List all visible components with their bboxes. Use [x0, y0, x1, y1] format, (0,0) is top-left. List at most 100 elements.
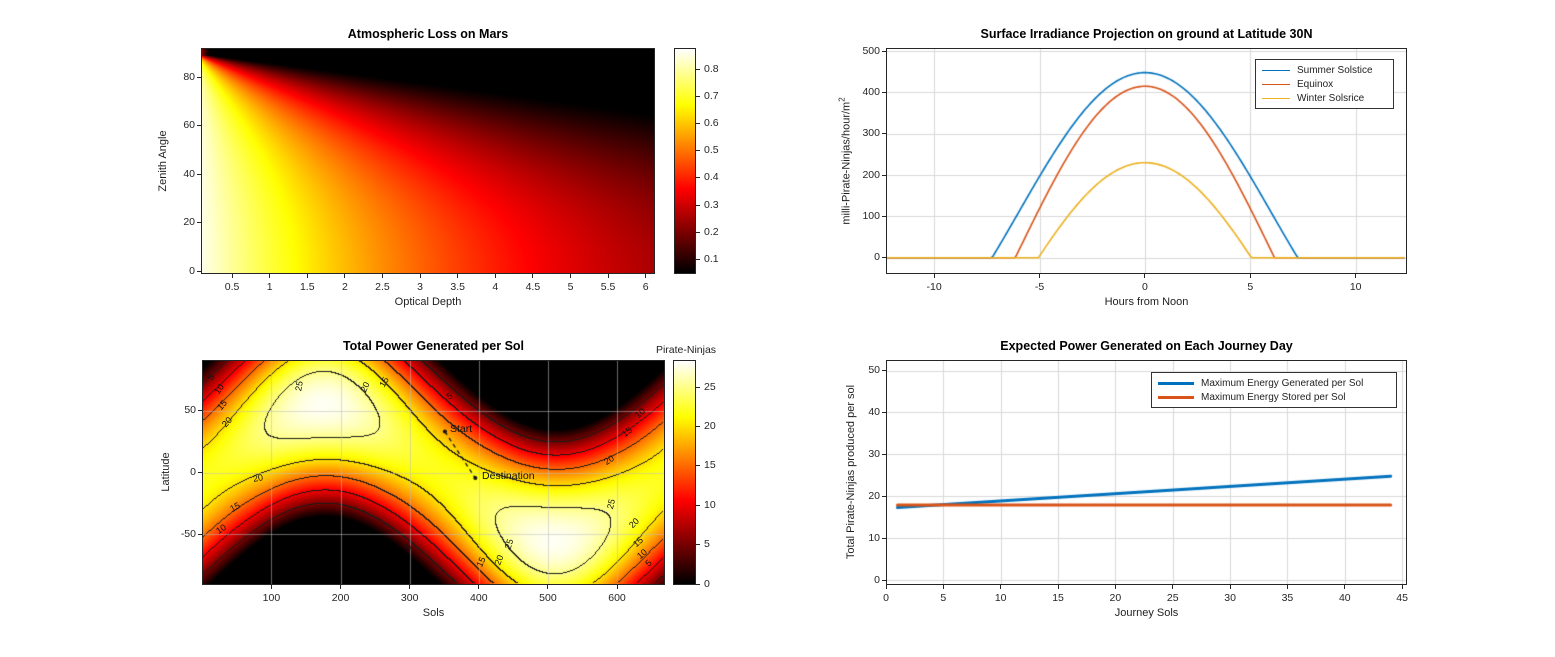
x-tick-label: 45 [1396, 592, 1408, 604]
y-tick-label: 20 [868, 489, 880, 502]
colorbar-tick-label: 0.1 [704, 252, 719, 265]
contour-level-label: 25 [604, 497, 617, 510]
legend-label-summer: Summer Solstice [1297, 64, 1373, 76]
atmospheric-loss-colorbar-gradient [675, 49, 695, 273]
destination-annotation: Destination [482, 470, 535, 482]
x-tick-mark [1249, 274, 1251, 278]
x-tick-mark [1286, 585, 1288, 589]
atmospheric-loss-ylabel: Zenith Angle [157, 130, 169, 192]
colorbar-tick-mark [696, 425, 700, 427]
x-tick-mark [269, 274, 271, 278]
total-power-xlabel: Sols [422, 607, 445, 619]
x-tick-label: 200 [331, 592, 350, 604]
x-tick-mark [933, 274, 935, 278]
x-tick-mark [231, 274, 233, 278]
colorbar-tick-mark [696, 68, 700, 70]
journey-legend[interactable]: Maximum Energy Generated per Sol Maximum… [1151, 372, 1397, 408]
legend-entry-summer: Summer Solstice [1262, 63, 1387, 77]
y-tick-label: 400 [862, 85, 880, 98]
y-tick-label: 300 [862, 127, 880, 140]
x-tick-label: 4 [492, 281, 499, 293]
journey-xlabel: Journey Sols [1114, 607, 1179, 619]
y-tick-label: 0 [190, 466, 196, 478]
y-tick-mark [882, 411, 886, 413]
total-power-contour[interactable] [203, 361, 664, 584]
legend-label-equinox: Equinox [1297, 78, 1334, 90]
x-tick-label: 30 [1224, 592, 1236, 604]
y-tick-mark [882, 453, 886, 455]
y-tick-label: 60 [183, 119, 195, 132]
contour-level-label: 25 [292, 380, 305, 393]
colorbar-tick-label: 0.6 [704, 117, 719, 130]
colorbar-tick-mark [696, 504, 700, 506]
atmospheric-loss-title: Atmospheric Loss on Mars [347, 27, 509, 41]
y-tick-label: 30 [868, 447, 880, 460]
legend-entry-winter: Winter Solsrice [1262, 91, 1387, 105]
y-tick-mark [882, 133, 886, 135]
irradiance-ylabel-sup: 2 [837, 97, 847, 102]
colorbar-tick-label: 0.8 [704, 62, 719, 75]
y-tick-label: 40 [868, 405, 880, 418]
x-tick-label: 3.5 [450, 281, 465, 293]
x-tick-label: 400 [470, 592, 488, 604]
irradiance-legend[interactable]: Summer Solstice Equinox Winter Solsrice [1255, 59, 1394, 109]
y-tick-mark [882, 537, 886, 539]
x-tick-label: 15 [1052, 592, 1064, 604]
colorbar-tick-label: 0.2 [704, 225, 719, 238]
x-tick-mark [1039, 274, 1040, 278]
x-tick-label: 10 [994, 592, 1007, 604]
colorbar-tick-mark [696, 231, 700, 233]
colorbar-tick-mark [696, 96, 700, 97]
y-tick-mark [198, 472, 202, 473]
x-tick-mark [344, 274, 346, 278]
legend-label-generated: Maximum Energy Generated per Sol [1201, 377, 1364, 389]
colorbar-tick-label: 15 [704, 459, 716, 472]
x-tick-label: -10 [926, 281, 942, 293]
x-tick-label: 1 [266, 281, 273, 293]
atmospheric-loss-xlabel: Optical Depth [394, 296, 462, 308]
x-tick-mark [306, 274, 308, 278]
y-tick-mark [882, 50, 886, 52]
legend-entry-generated: Maximum Energy Generated per Sol [1158, 376, 1390, 390]
y-tick-label: 200 [862, 168, 880, 181]
colorbar-tick-label: 0.3 [704, 198, 719, 211]
y-tick-mark [882, 579, 886, 581]
journey-title: Expected Power Generated on Each Journey… [1000, 339, 1293, 353]
contour-level-label: 20 [252, 471, 264, 484]
y-tick-label: 50 [868, 364, 880, 377]
x-tick-label: 35 [1281, 592, 1294, 604]
y-tick-mark [882, 174, 886, 176]
x-tick-label: 40 [1338, 592, 1351, 604]
y-tick-label: 0 [874, 251, 880, 264]
total-power-title: Total Power Generated per Sol [342, 339, 525, 353]
x-tick-label: 2.5 [375, 281, 390, 293]
x-tick-mark [942, 585, 944, 589]
irradiance-ylabel-base: milli-Pirate-Ninjas/hour/m [840, 101, 853, 225]
colorbar-tick-mark [696, 204, 700, 206]
colorbar-tick-label: 0.7 [704, 90, 719, 102]
x-tick-label: 10 [1349, 281, 1362, 293]
x-tick-label: 100 [262, 592, 281, 604]
y-tick-label: -50 [180, 527, 196, 540]
x-tick-mark [616, 585, 618, 589]
atmospheric-loss-axes [201, 48, 655, 274]
irradiance-ylabel: milli-Pirate-Ninjas/hour/m2 [838, 97, 853, 224]
x-tick-label: 20 [1109, 592, 1122, 604]
winter-line-swatch [1262, 97, 1290, 99]
atmospheric-loss-heatmap[interactable] [202, 49, 654, 273]
x-tick-mark [1000, 585, 1002, 589]
y-tick-label: 500 [862, 44, 880, 57]
atmospheric-loss-colorbar[interactable] [674, 48, 696, 274]
legend-entry-stored: Maximum Energy Stored per Sol [1158, 390, 1390, 404]
x-tick-mark [1355, 274, 1357, 278]
x-tick-label: 25 [1166, 592, 1179, 604]
colorbar-tick-label: 10 [704, 498, 716, 511]
y-tick-label: 20 [183, 216, 195, 229]
x-tick-label: 0 [1141, 281, 1148, 293]
y-tick-mark [882, 495, 886, 497]
x-tick-mark [457, 274, 459, 278]
total-power-colorbar[interactable] [673, 360, 696, 585]
colorbar-tick-mark [696, 465, 700, 467]
x-tick-label: 5 [940, 592, 947, 604]
